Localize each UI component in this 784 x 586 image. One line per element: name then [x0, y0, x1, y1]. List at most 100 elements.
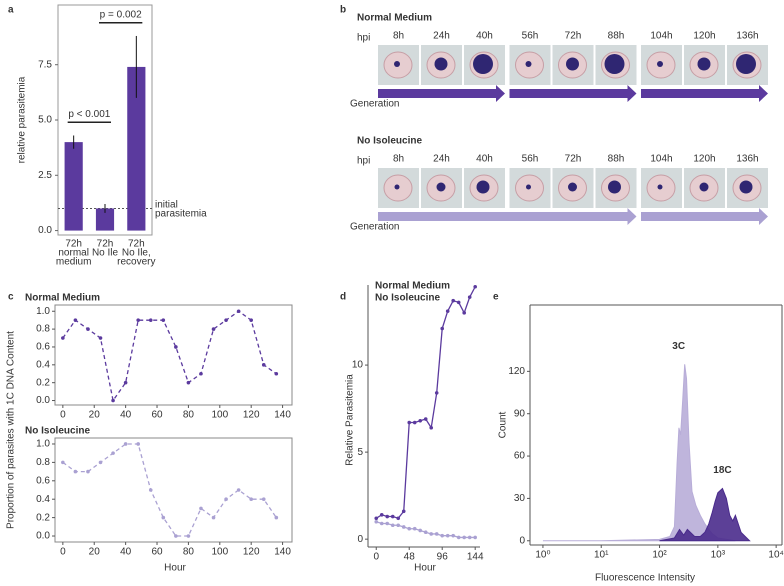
marker [161, 515, 166, 520]
plot-title: Normal Medium [25, 293, 100, 304]
marker [86, 327, 90, 331]
time-label: 72h [565, 31, 582, 42]
marker [123, 442, 128, 446]
parasite [699, 182, 709, 192]
y-tick-label: 0.0 [38, 225, 52, 236]
time-label: 88h [608, 154, 625, 165]
y-tick-label: 60 [514, 451, 526, 462]
time-label: 136h [736, 31, 758, 42]
marker [440, 326, 445, 331]
time-label: 56h [522, 31, 539, 42]
annotation: p < 0.001 [68, 109, 110, 120]
panel-letter: a [8, 5, 14, 16]
marker [274, 371, 279, 376]
time-label: 88h [608, 31, 625, 42]
generation-arrow [641, 212, 759, 221]
y-axis-label: relative parasitemia [17, 76, 28, 163]
marker [396, 516, 401, 521]
legend-entry: No Isoleucine [375, 293, 440, 304]
marker [249, 318, 253, 322]
time-label: 136h [736, 154, 758, 165]
x-tick-label: 100 [211, 410, 228, 421]
x-tick-label: 10⁰ [535, 550, 550, 561]
arrow-head [759, 85, 768, 102]
arrow-head [496, 85, 505, 102]
marker [261, 497, 266, 502]
row-label: hpi [357, 156, 370, 167]
marker [429, 425, 434, 430]
marker [148, 318, 153, 322]
marker [136, 442, 140, 446]
x-tick-label: 120 [243, 547, 260, 558]
marker [385, 521, 390, 526]
marker [224, 497, 228, 502]
marker [462, 311, 466, 315]
y-tick-label: 0.8 [36, 457, 50, 468]
generation-arrow [378, 212, 628, 221]
time-label: 24h [433, 154, 450, 165]
parasite [608, 180, 621, 194]
series-label: 18C [713, 465, 731, 476]
marker [379, 512, 384, 517]
reference-label: initial parasitemia [155, 199, 207, 219]
x-tick-label: normal [58, 248, 89, 259]
marker [261, 363, 266, 367]
panel-letter: d [340, 292, 346, 303]
time-label: 120h [693, 31, 715, 42]
marker [174, 345, 178, 349]
marker [161, 318, 166, 322]
marker [199, 371, 203, 376]
marker [445, 533, 450, 538]
arrow-head [627, 85, 637, 102]
y-tick-label: 0.0 [36, 395, 50, 406]
time-label: 120h [693, 154, 715, 165]
parasite [739, 180, 753, 194]
x-tick-label: 10⁴ [768, 550, 783, 561]
y-tick-label: 2.5 [38, 170, 52, 181]
y-tick-label: 5 [357, 447, 363, 458]
line [62, 443, 277, 537]
x-tick-label: 20 [89, 410, 101, 421]
y-tick-label: 0.2 [36, 512, 50, 523]
time-label: 104h [650, 31, 672, 42]
y-tick-label: 1.0 [36, 439, 50, 450]
time-label: 8h [393, 31, 404, 42]
x-tick-label: 60 [151, 410, 163, 421]
y-axis-label: Relative Parasitemia [345, 374, 356, 466]
plot-title: No Isoleucine [25, 426, 90, 437]
x-tick-label: 48 [404, 552, 416, 563]
x-tick-label: 0 [373, 552, 379, 563]
marker [61, 336, 65, 340]
marker [73, 469, 78, 474]
panel-letter: e [493, 292, 499, 303]
y-tick-label: 0.8 [36, 324, 50, 335]
marker [199, 506, 203, 511]
line [62, 310, 277, 403]
marker [434, 532, 439, 536]
marker [440, 533, 445, 538]
row-title: Normal Medium [357, 13, 432, 24]
x-tick-label: 10¹ [594, 550, 609, 561]
y-tick-label: 1.0 [36, 306, 50, 317]
marker [374, 519, 379, 524]
marker [390, 514, 395, 519]
generation-arrow [641, 89, 759, 98]
generation-arrow [378, 89, 496, 98]
x-tick-label: 60 [151, 547, 163, 558]
arrow-head [759, 208, 768, 225]
arrow-head [627, 208, 637, 225]
row-title: No Isoleucine [357, 136, 422, 147]
marker [434, 391, 439, 395]
bar [95, 208, 115, 231]
marker [148, 488, 153, 492]
x-tick-label: 140 [274, 410, 291, 421]
parasite [657, 61, 663, 67]
parasite [436, 182, 446, 192]
panel-letter: b [340, 5, 346, 16]
row-label: hpi [357, 33, 370, 44]
x-tick-label: 144 [467, 552, 484, 563]
x-tick-label: No Ile [92, 248, 119, 259]
plot-frame [54, 437, 293, 543]
series-label: 3C [672, 341, 685, 352]
y-tick-label: 0.0 [36, 531, 50, 542]
